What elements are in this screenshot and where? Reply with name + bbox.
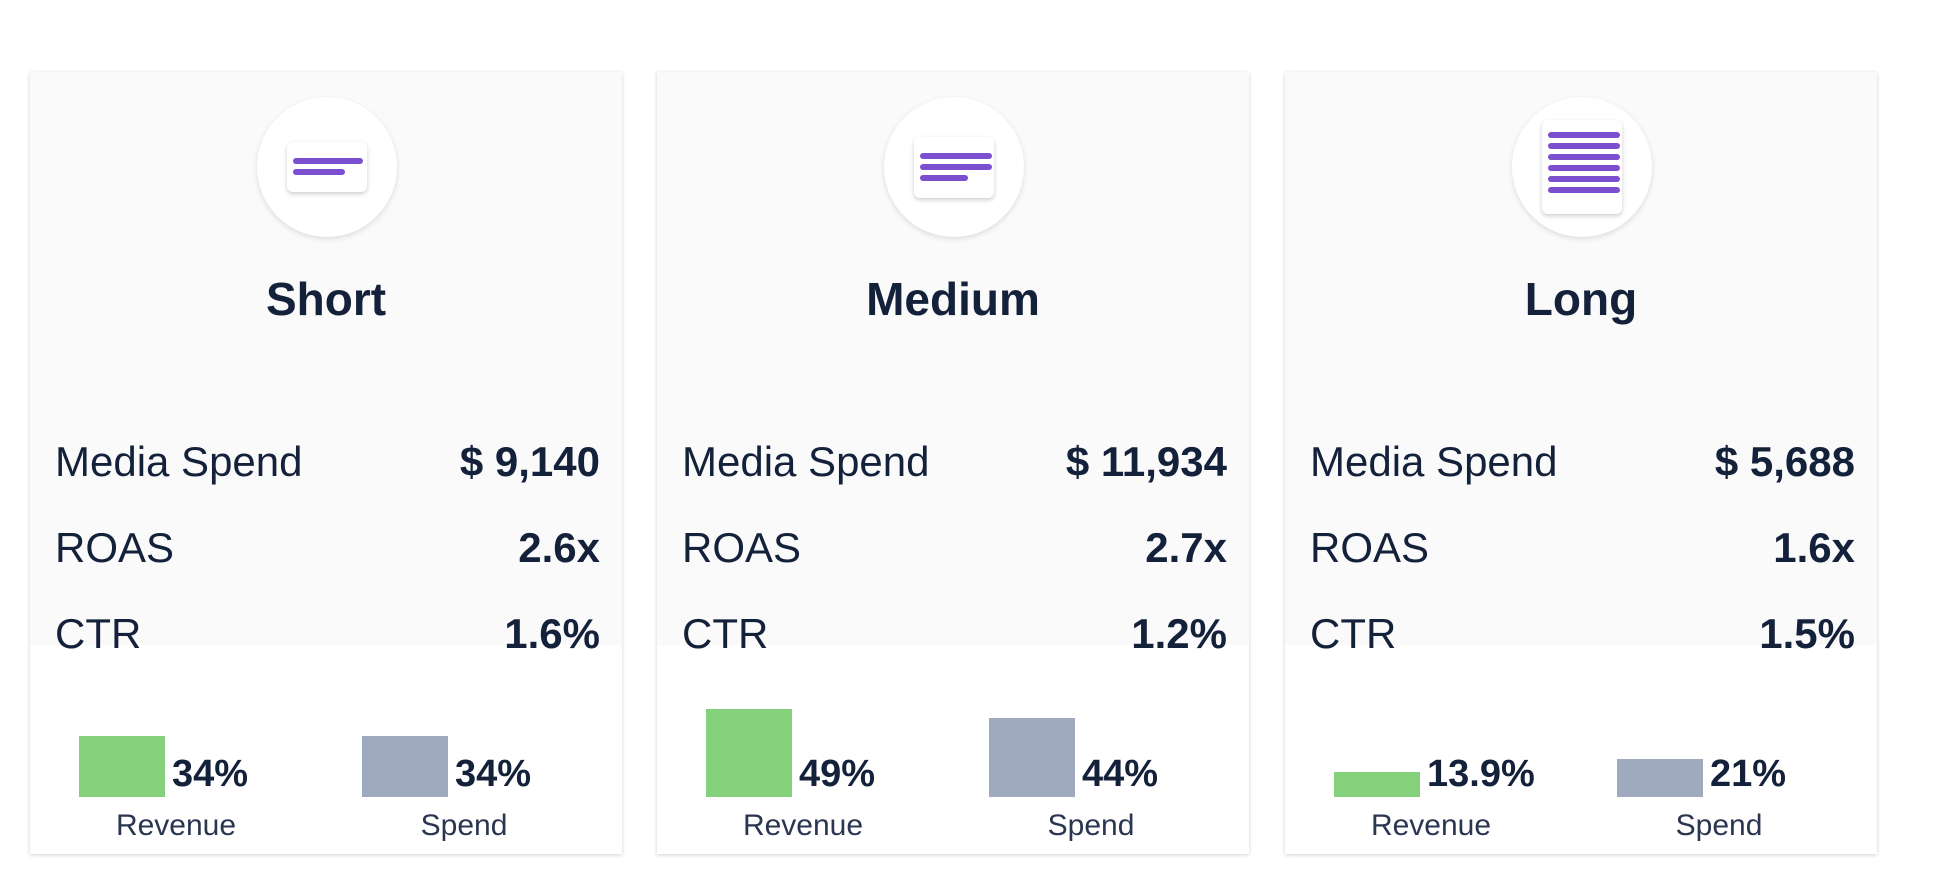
bar — [362, 735, 448, 797]
bar-label: Revenue — [115, 809, 237, 842]
metric-value: 2.7x — [1145, 524, 1227, 571]
card-title: Medium — [866, 273, 1040, 325]
bar-value-label: 21% — [1710, 753, 1787, 795]
icon-line — [1548, 132, 1620, 138]
bar-value-label: 49% — [799, 753, 876, 795]
metric-value: 1.5% — [1759, 610, 1855, 657]
metric-label: CTR — [55, 610, 142, 657]
metric-label: ROAS — [55, 524, 175, 571]
bar-value-label: 13.9% — [1427, 753, 1535, 795]
metric-label: Media Spend — [55, 438, 303, 485]
icon-line — [1548, 154, 1620, 160]
bar — [1334, 771, 1420, 797]
bar — [79, 735, 165, 797]
metric-label: Media Spend — [1310, 438, 1558, 485]
metric-value: $ 5,688 — [1714, 438, 1855, 485]
bar-value-label: 34% — [172, 753, 249, 795]
bar-label: Spend — [420, 809, 508, 842]
icon-line — [920, 174, 968, 181]
card: Medium Media Spend $ 11,934 ROAS 2.7x CTR 1.2%… — [657, 72, 1249, 854]
bar-label: Spend — [1675, 809, 1763, 842]
doc-icon — [914, 136, 994, 198]
metric-label: CTR — [682, 610, 769, 657]
icon-circle — [884, 97, 1024, 237]
icon-circle — [257, 97, 397, 237]
icon-circle — [1512, 97, 1652, 237]
metric-label: ROAS — [1310, 524, 1430, 571]
icon-line — [1548, 187, 1620, 193]
bar — [989, 717, 1075, 797]
bar-label: Revenue — [742, 809, 864, 842]
bar — [706, 708, 792, 797]
icon-line — [1548, 165, 1620, 171]
icon-line — [1548, 176, 1620, 182]
bar-label: Spend — [1047, 809, 1135, 842]
metric-value: 1.6% — [504, 610, 600, 657]
icon-line — [293, 169, 345, 175]
doc-icon — [287, 142, 367, 192]
card: Short Media Spend $ 9,140 ROAS 2.6x CTR 1.6% 34… — [30, 72, 622, 854]
metric-label: ROAS — [682, 524, 802, 571]
card-title: Long — [1524, 273, 1638, 325]
card-title: Short — [265, 273, 387, 325]
metric-value: 1.6x — [1773, 524, 1855, 571]
bar-value-label: 34% — [455, 753, 532, 795]
metric-label: Media Spend — [682, 438, 930, 485]
icon-line — [920, 152, 992, 159]
icon-line — [293, 158, 363, 164]
bar-value-label: 44% — [1082, 753, 1159, 795]
bar-label: Revenue — [1370, 809, 1492, 842]
icon-line — [920, 163, 992, 170]
metric-value: $ 9,140 — [459, 438, 600, 485]
metric-value: $ 11,934 — [1065, 438, 1227, 485]
card: Long Media Spend $ 5,688 ROAS 1.6x CTR 1.5% 13.… — [1285, 72, 1877, 854]
metric-value: 2.6x — [518, 524, 600, 571]
bar — [1617, 759, 1703, 797]
metric-label: CTR — [1310, 610, 1397, 657]
icon-line — [1548, 143, 1620, 149]
doc-icon — [1542, 120, 1622, 214]
metric-value: 1.2% — [1131, 610, 1227, 657]
